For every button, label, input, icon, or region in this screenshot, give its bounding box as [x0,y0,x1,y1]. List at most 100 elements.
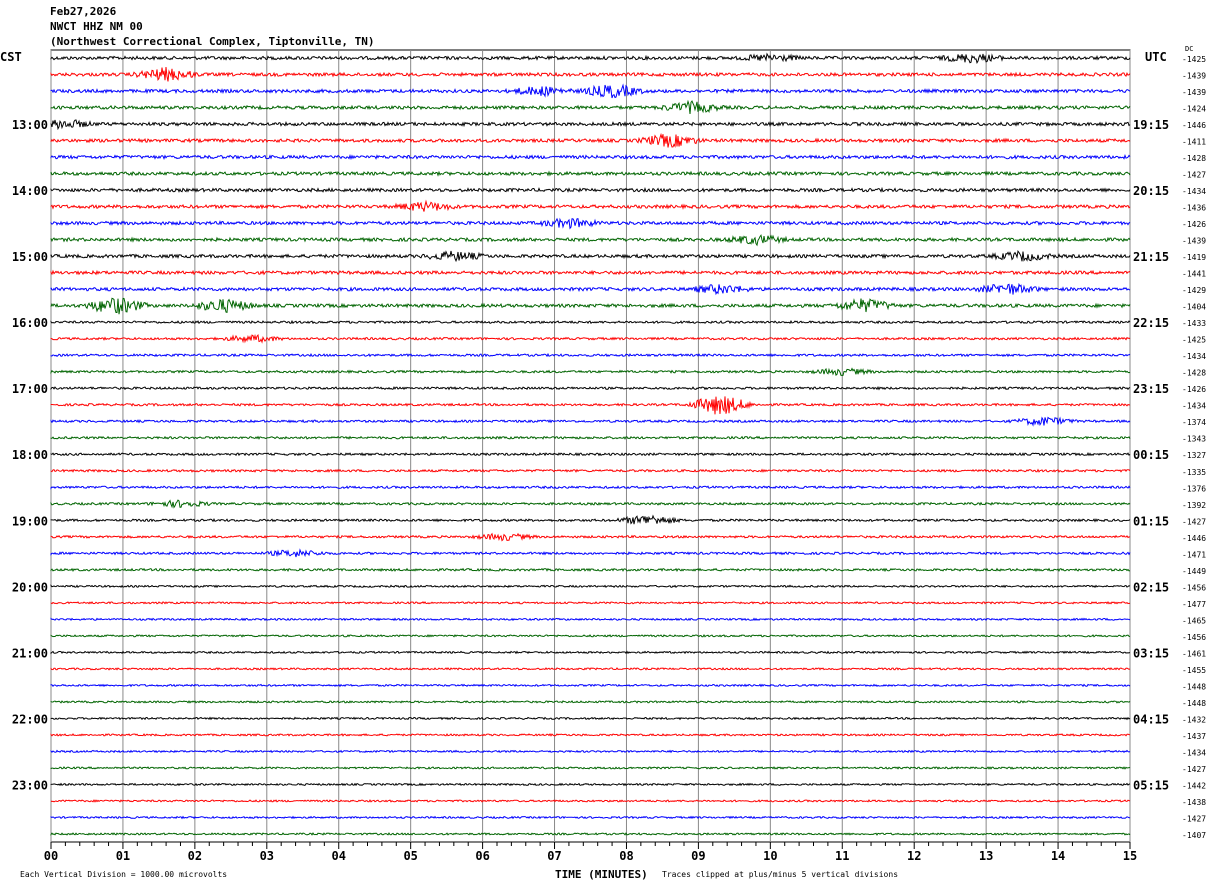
cst-hour-label: 13:00 [12,118,48,132]
x-tick-label: 14 [1051,849,1065,863]
x-axis-label: TIME (MINUTES) [555,868,648,881]
seismic-trace [50,352,1131,358]
seismic-trace [50,584,1131,589]
x-tick-label: 15 [1123,849,1137,863]
seismic-trace [50,153,1131,161]
dc-offset-label: -1433 [1182,319,1206,328]
dc-offset-label: -1407 [1182,831,1206,840]
dc-offset-label: -1419 [1182,253,1206,262]
left-timezone-label: CST [0,50,22,64]
scale-note: Each Vertical Division = 1000.00 microvo… [20,870,227,879]
cst-hour-label: 16:00 [12,316,48,330]
x-tick-label: 12 [907,849,921,863]
dc-offset-label: -1427 [1182,814,1206,823]
utc-hour-label: 05:15 [1133,778,1169,792]
date-label: Feb27,2026 [50,5,117,18]
cst-hour-label: 20:00 [12,580,48,594]
seismic-trace [50,99,1131,114]
dc-offset-label: -1456 [1182,633,1206,642]
dc-offset-label: -1477 [1182,600,1206,609]
x-tick-label: 04 [332,849,346,863]
utc-hour-label: 00:15 [1133,448,1169,462]
seismic-trace [50,499,1131,509]
seismic-trace [50,199,1131,212]
seismic-trace [50,832,1131,836]
dc-offset-label: -1439 [1182,72,1206,81]
seismic-trace [50,733,1131,737]
cst-hour-label: 18:00 [12,448,48,462]
seismic-trace [50,667,1131,671]
dc-offset-label: -1455 [1182,666,1206,675]
dc-offset-label: -1411 [1182,138,1206,147]
seismic-trace [50,435,1131,440]
dc-offset-label: -1427 [1182,517,1206,526]
dc-offset-label: -1442 [1182,781,1206,790]
dc-offset-label: -1439 [1182,88,1206,97]
dc-offset-label: -1471 [1182,550,1206,559]
seismic-trace [50,567,1131,573]
seismic-trace [50,119,1131,131]
seismic-trace [50,650,1131,655]
dc-offset-label: -1425 [1182,55,1206,64]
dc-offset-label: -1465 [1182,616,1206,625]
dc-offset-label: -1392 [1182,501,1206,510]
dc-offset-label: -1432 [1182,715,1206,724]
seismic-trace [50,601,1131,605]
seismic-trace [50,396,1131,415]
x-tick-label: 08 [619,849,633,863]
seismic-trace [50,716,1131,721]
x-tick-label: 07 [547,849,561,863]
dc-offset-label: -1425 [1182,336,1206,345]
seismic-trace [50,52,1131,64]
cst-hour-label: 14:00 [12,184,48,198]
seismic-trace [50,683,1131,688]
dc-offset-label: -1374 [1182,418,1206,427]
utc-hour-label: 21:15 [1133,250,1169,264]
dc-offset-label: -1441 [1182,270,1206,279]
dc-offset-label: -1427 [1182,765,1206,774]
dc-offset-label: -1428 [1182,369,1206,378]
seismic-trace [50,452,1131,457]
dc-offset-label: -1434 [1182,402,1206,411]
dc-offset-label: -1428 [1182,154,1206,163]
utc-hour-label: 02:15 [1133,580,1169,594]
dc-offset-label: -1448 [1182,682,1206,691]
seismic-trace [50,83,1131,99]
plot-frame [50,49,1131,843]
dc-offset-label: -1426 [1182,220,1206,229]
utc-hour-label: 23:15 [1133,382,1169,396]
seismic-trace [50,333,1131,344]
seismic-trace [50,548,1131,558]
utc-hour-label: 20:15 [1133,184,1169,198]
cst-hour-label: 17:00 [12,382,48,396]
dc-offset-label: -1426 [1182,385,1206,394]
cst-hour-label: 15:00 [12,250,48,264]
x-tick-label: 10 [763,849,777,863]
seismic-trace [50,319,1131,325]
seismic-trace [50,416,1131,427]
seismic-trace [50,782,1131,787]
seismic-trace [50,634,1131,638]
dc-offset-label: -1327 [1182,451,1206,460]
location-label: (Northwest Correctional Complex, Tiptonv… [50,35,375,48]
utc-hour-label: 19:15 [1133,118,1169,132]
seismic-trace [50,282,1131,296]
cst-hour-label: 21:00 [12,646,48,660]
seismic-trace [50,297,1131,315]
dc-offset-label: -1335 [1182,468,1206,477]
dc-offset-label: -1437 [1182,732,1206,741]
utc-hour-label: 01:15 [1133,514,1169,528]
dc-header-label: DC [1185,45,1193,53]
seismic-trace [50,766,1131,770]
seismic-trace [50,386,1131,391]
seismic-trace [50,514,1131,525]
x-tick-label: 05 [403,849,417,863]
station-label: NWCT HHZ NM 00 [50,20,143,33]
dc-offset-label: -1376 [1182,484,1206,493]
x-tick-label: 09 [691,849,705,863]
seismic-trace [50,700,1131,704]
x-tick-label: 11 [835,849,849,863]
seismic-trace [50,217,1131,230]
dc-offset-label: -1446 [1182,534,1206,543]
seismic-trace [50,269,1131,276]
